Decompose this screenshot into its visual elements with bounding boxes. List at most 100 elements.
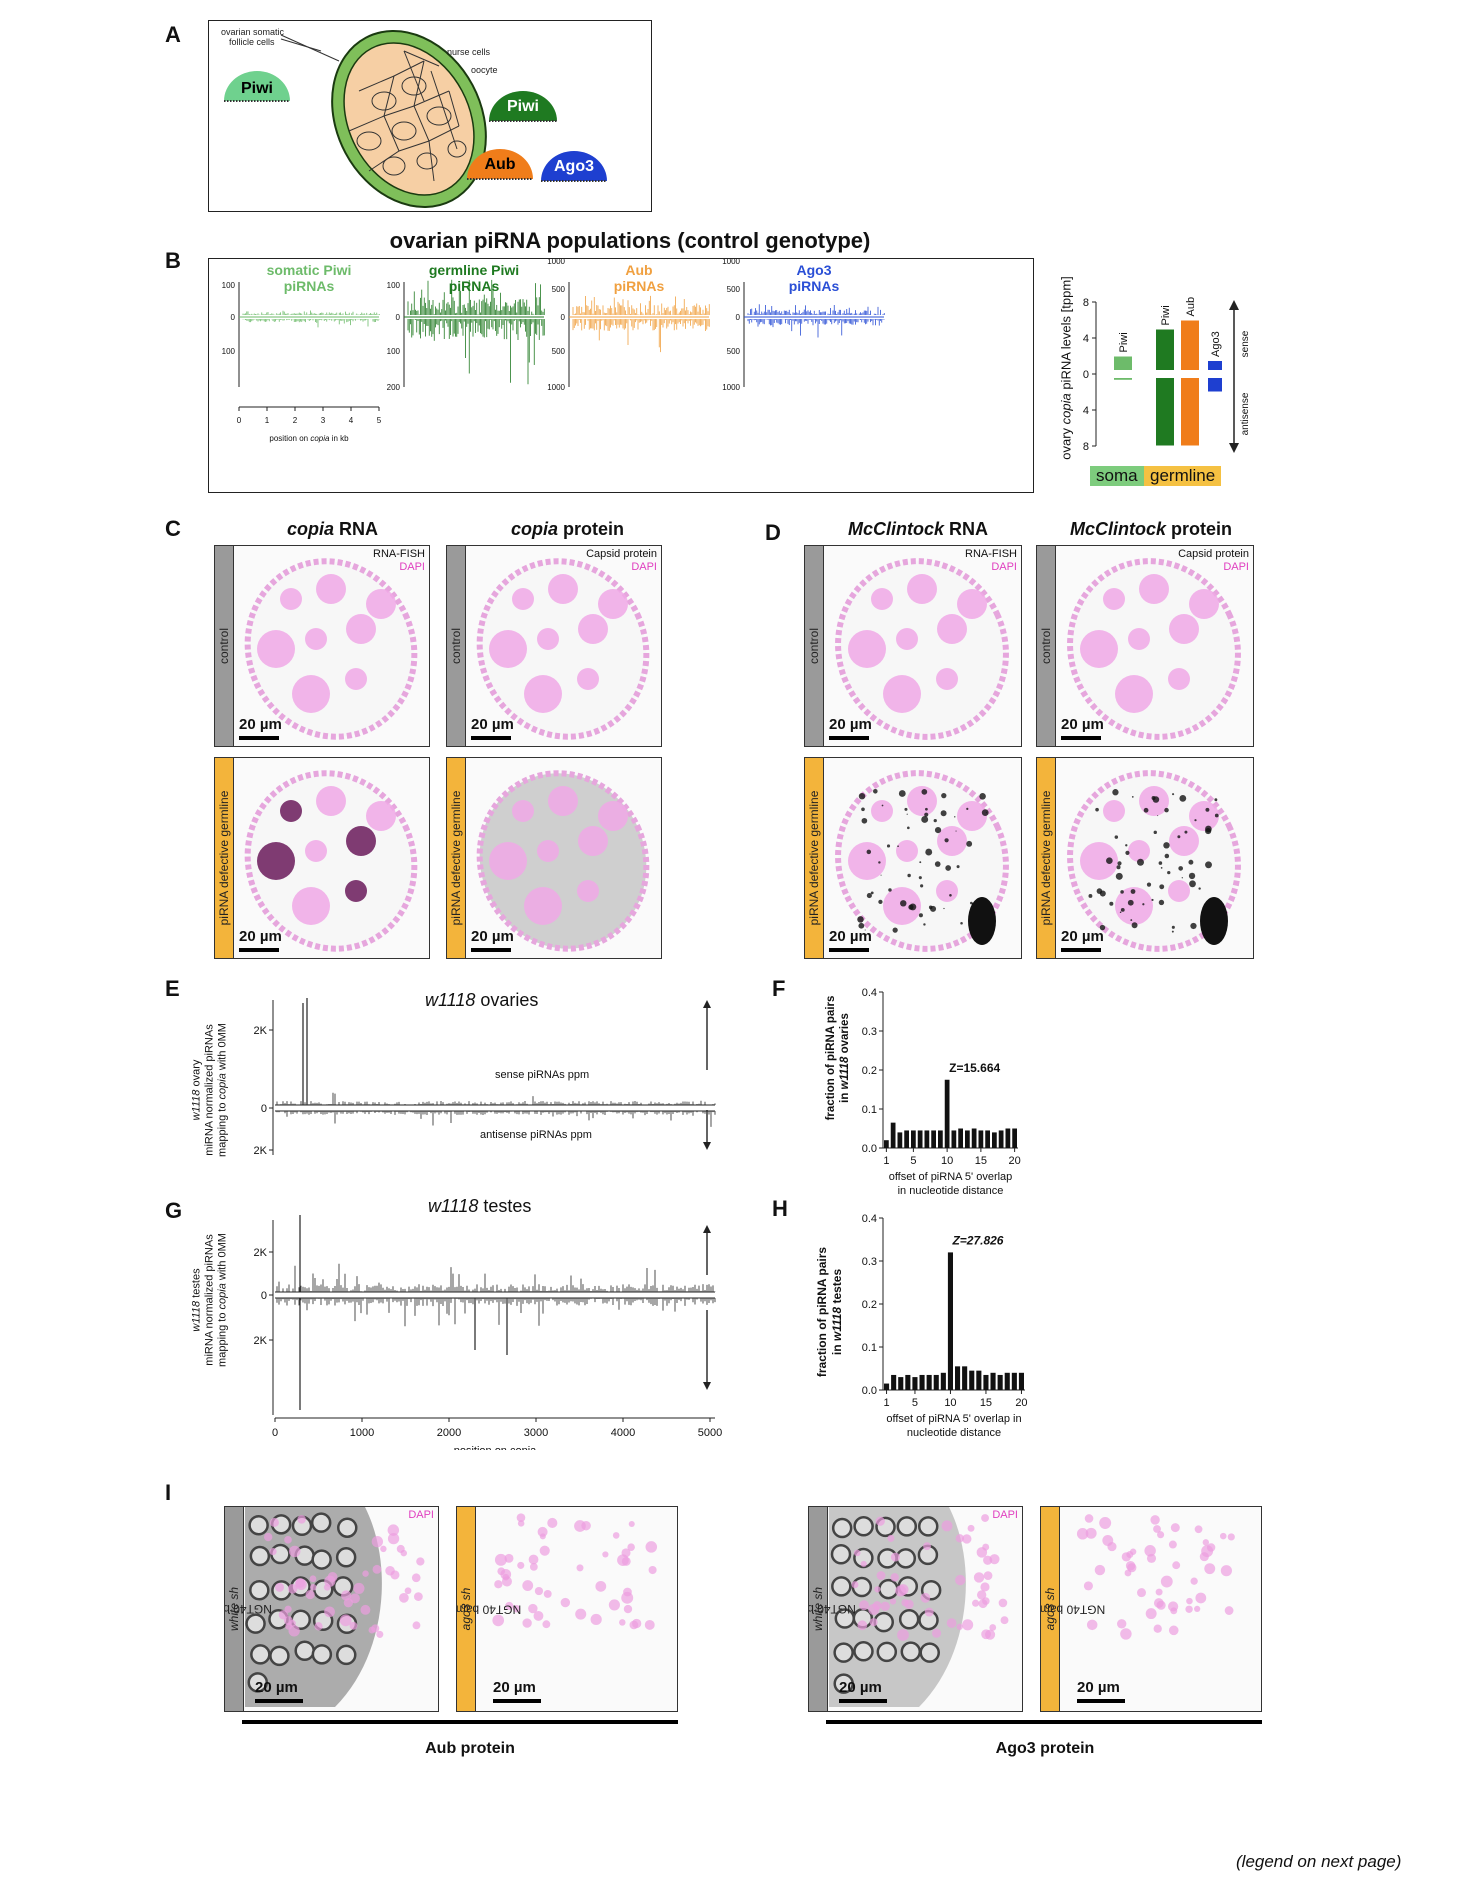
tick-label: 1000 <box>547 259 565 266</box>
speckle <box>1127 899 1134 906</box>
bar-offset-18 <box>998 1130 1004 1148</box>
dapi-nucleus <box>897 1629 909 1641</box>
dapi-nucleus <box>537 1526 548 1537</box>
dapi-nucleus <box>644 1619 655 1630</box>
speckle <box>943 907 945 910</box>
g-coverage-plot: 2K 0 2K 0 1000 2000 3000 4000 5000 position on co… <box>254 1215 722 1450</box>
dapi-nucleus <box>380 1545 387 1553</box>
dapi-nucleus <box>973 1572 985 1583</box>
dapi-nucleus <box>372 1564 382 1574</box>
nurse-cells <box>348 60 467 182</box>
speckle <box>925 807 928 811</box>
bar-offset-8 <box>933 1374 939 1390</box>
tick-label: 5000 <box>698 1427 722 1439</box>
speckle <box>880 874 882 876</box>
dapi-nucleus <box>288 1619 296 1627</box>
levels-ylabel: ovary copia piRNA levels [tppm] <box>1058 276 1074 460</box>
i-ago3-underline <box>826 1720 1262 1724</box>
c-control-rna-image: control RNA-FISH DAPI 20 µm <box>214 545 430 747</box>
tick-label: 3000 <box>524 1427 548 1439</box>
speckle <box>945 865 952 871</box>
bar-offset-2 <box>890 1122 896 1148</box>
panel-a-box: Piwi ovarian somat <box>208 20 652 212</box>
d-col2-title: McClintock protein <box>1070 519 1233 539</box>
dapi-nucleus <box>341 1590 352 1601</box>
dapi-nucleus <box>976 1590 987 1600</box>
bar-offset-4 <box>904 1130 909 1148</box>
germ-cell <box>853 1515 874 1537</box>
i-ago3-control-image: NGT40 bam > white sh DAPI 20 µm <box>808 1506 1023 1712</box>
dapi-nucleus <box>528 1603 538 1614</box>
dapi-nucleus <box>989 1554 1000 1565</box>
dapi-nucleus <box>1186 1597 1193 1605</box>
bar-offset-7 <box>924 1130 930 1148</box>
dapi-nucleus <box>295 1578 307 1591</box>
nucleus <box>537 628 559 650</box>
dapi-nucleus <box>371 1624 380 1633</box>
tick-label: 100 <box>387 281 401 290</box>
dapi-nucleus <box>955 1574 966 1586</box>
dapi-nucleus <box>1153 1598 1164 1608</box>
dapi-nucleus <box>576 1564 584 1572</box>
z-score-label: Z=15.664 <box>949 1061 1000 1075</box>
tick-label: 8 <box>1083 441 1089 453</box>
speckle <box>921 789 928 795</box>
dapi-nucleus <box>1195 1592 1207 1604</box>
tick-label: 4 <box>1083 333 1089 345</box>
nucleus <box>305 628 327 650</box>
speckle <box>1088 894 1093 898</box>
bar-offset-11 <box>955 1366 961 1390</box>
tick-label: 3 <box>321 416 326 425</box>
speckle <box>985 812 987 814</box>
follicle-label-2: follicle cells <box>229 37 275 47</box>
germ-cell <box>336 1644 357 1666</box>
dapi-nucleus <box>1220 1565 1232 1577</box>
nucleus <box>1115 675 1153 713</box>
speckle <box>870 891 874 895</box>
speckle <box>892 927 898 933</box>
dapi-nucleus <box>305 1590 315 1600</box>
nucleus <box>512 588 534 610</box>
speckle <box>878 899 883 904</box>
speckle <box>1164 853 1170 859</box>
speckle <box>909 903 917 911</box>
dapi-nucleus <box>501 1576 512 1587</box>
bar-offset-10 <box>944 1079 950 1148</box>
dapi-nucleus <box>931 1628 942 1638</box>
germ-cell <box>900 1641 922 1662</box>
tick-label: 500 <box>727 347 741 356</box>
speckle <box>1179 794 1187 802</box>
bar-offset-13 <box>969 1370 975 1390</box>
antisense-label: antisense piRNAs ppm <box>480 1129 592 1141</box>
speckle <box>940 810 947 817</box>
tick-label: 0 <box>1083 369 1089 381</box>
dapi-nucleus <box>387 1524 400 1536</box>
bar-offset-10 <box>947 1252 953 1390</box>
arrow-head-up <box>1229 300 1239 310</box>
speckle <box>1137 858 1144 866</box>
dapi-nucleus <box>872 1601 882 1610</box>
speckle <box>1164 807 1169 813</box>
speckle <box>906 813 908 815</box>
tick-label: 0 <box>231 313 236 322</box>
track-subtitle: piRNAs <box>614 278 665 294</box>
speckle <box>930 905 937 912</box>
tick-label: 15 <box>975 1155 987 1167</box>
speckle <box>923 923 926 926</box>
dapi-nucleus <box>962 1619 974 1631</box>
speckle <box>1120 907 1125 912</box>
oocyte-aggregate <box>1200 897 1228 945</box>
track-subtitle: piRNAs <box>449 278 500 294</box>
bar-offset-12 <box>962 1366 968 1390</box>
dapi-nucleus <box>542 1620 551 1629</box>
nucleus <box>257 842 295 880</box>
bar-offset-3 <box>897 1132 903 1148</box>
i-aub-underline <box>242 1720 678 1724</box>
speckle <box>900 900 907 907</box>
dapi-nucleus <box>387 1532 400 1545</box>
tick-label: 1000 <box>350 1427 374 1439</box>
speckle <box>1167 871 1171 875</box>
piwi-soma-dome <box>224 71 290 101</box>
dapi-nucleus <box>309 1584 317 1591</box>
dapi-nucleus <box>623 1587 632 1597</box>
